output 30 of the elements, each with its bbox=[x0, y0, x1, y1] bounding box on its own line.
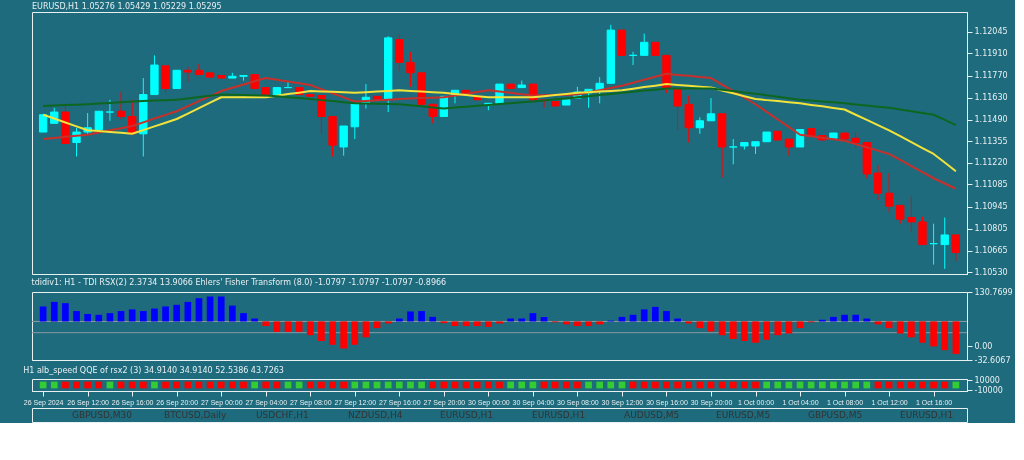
text: BTCUSD,Daily bbox=[164, 410, 227, 420]
text: EURUSD,H1 bbox=[532, 410, 586, 420]
text: GBPUSD,M30 bbox=[72, 410, 133, 420]
chart-title: tdidiv1: H1 - TDI RSX(2) 2.3734 13.9066 Ehlers' Fisher Transform (8.0) -1.0797 -1.0797 -1.0797 -0.8966 bbox=[31, 278, 447, 287]
y-tick-label: 1.11085 bbox=[974, 179, 1008, 189]
y-tick-label: -10000 bbox=[974, 385, 1003, 395]
y-tick-label: 1.10530 bbox=[974, 267, 1008, 277]
y-tick-label: -32.6067 bbox=[974, 355, 1011, 365]
text: GBPUSD,M5 bbox=[808, 410, 863, 420]
y-tick-label: 1.11630 bbox=[974, 93, 1008, 103]
y-tick-label: 1.11355 bbox=[974, 136, 1008, 146]
y-tick-label: 10000 bbox=[974, 375, 1000, 385]
chart-title: H1 alb_speed QQE of rsx2 (3) 34.9140 34.9140 52.5386 43.7263 bbox=[23, 366, 284, 375]
text: EURUSD,H1 bbox=[900, 410, 954, 420]
y-tick-label: 0.00 bbox=[974, 341, 993, 351]
text: USDCHF,H1 bbox=[256, 410, 309, 420]
text: EURUSD,H1 bbox=[440, 410, 494, 420]
y-tick-label: 1.11910 bbox=[974, 48, 1008, 58]
y-tick-label: 1.11220 bbox=[974, 158, 1008, 168]
y-tick-label: 1.10805 bbox=[974, 224, 1008, 234]
y-tick-label: 130.7699 bbox=[974, 287, 1013, 297]
chart-title: EURUSD,H1 1.05276 1.05429 1.05229 1.05295 bbox=[32, 2, 222, 11]
y-tick-label: 1.11490 bbox=[974, 115, 1008, 125]
y-tick-label: 1.12045 bbox=[974, 27, 1008, 37]
text: EURUSD,M5 bbox=[716, 410, 771, 420]
y-tick-label: 1.11770 bbox=[974, 71, 1008, 81]
y-tick-label: 1.10665 bbox=[974, 246, 1008, 256]
y-tick-label: 1.10945 bbox=[974, 202, 1008, 212]
text: AUDUSD,M5 bbox=[624, 410, 680, 420]
text: NZDUSD,H4 bbox=[348, 410, 403, 420]
